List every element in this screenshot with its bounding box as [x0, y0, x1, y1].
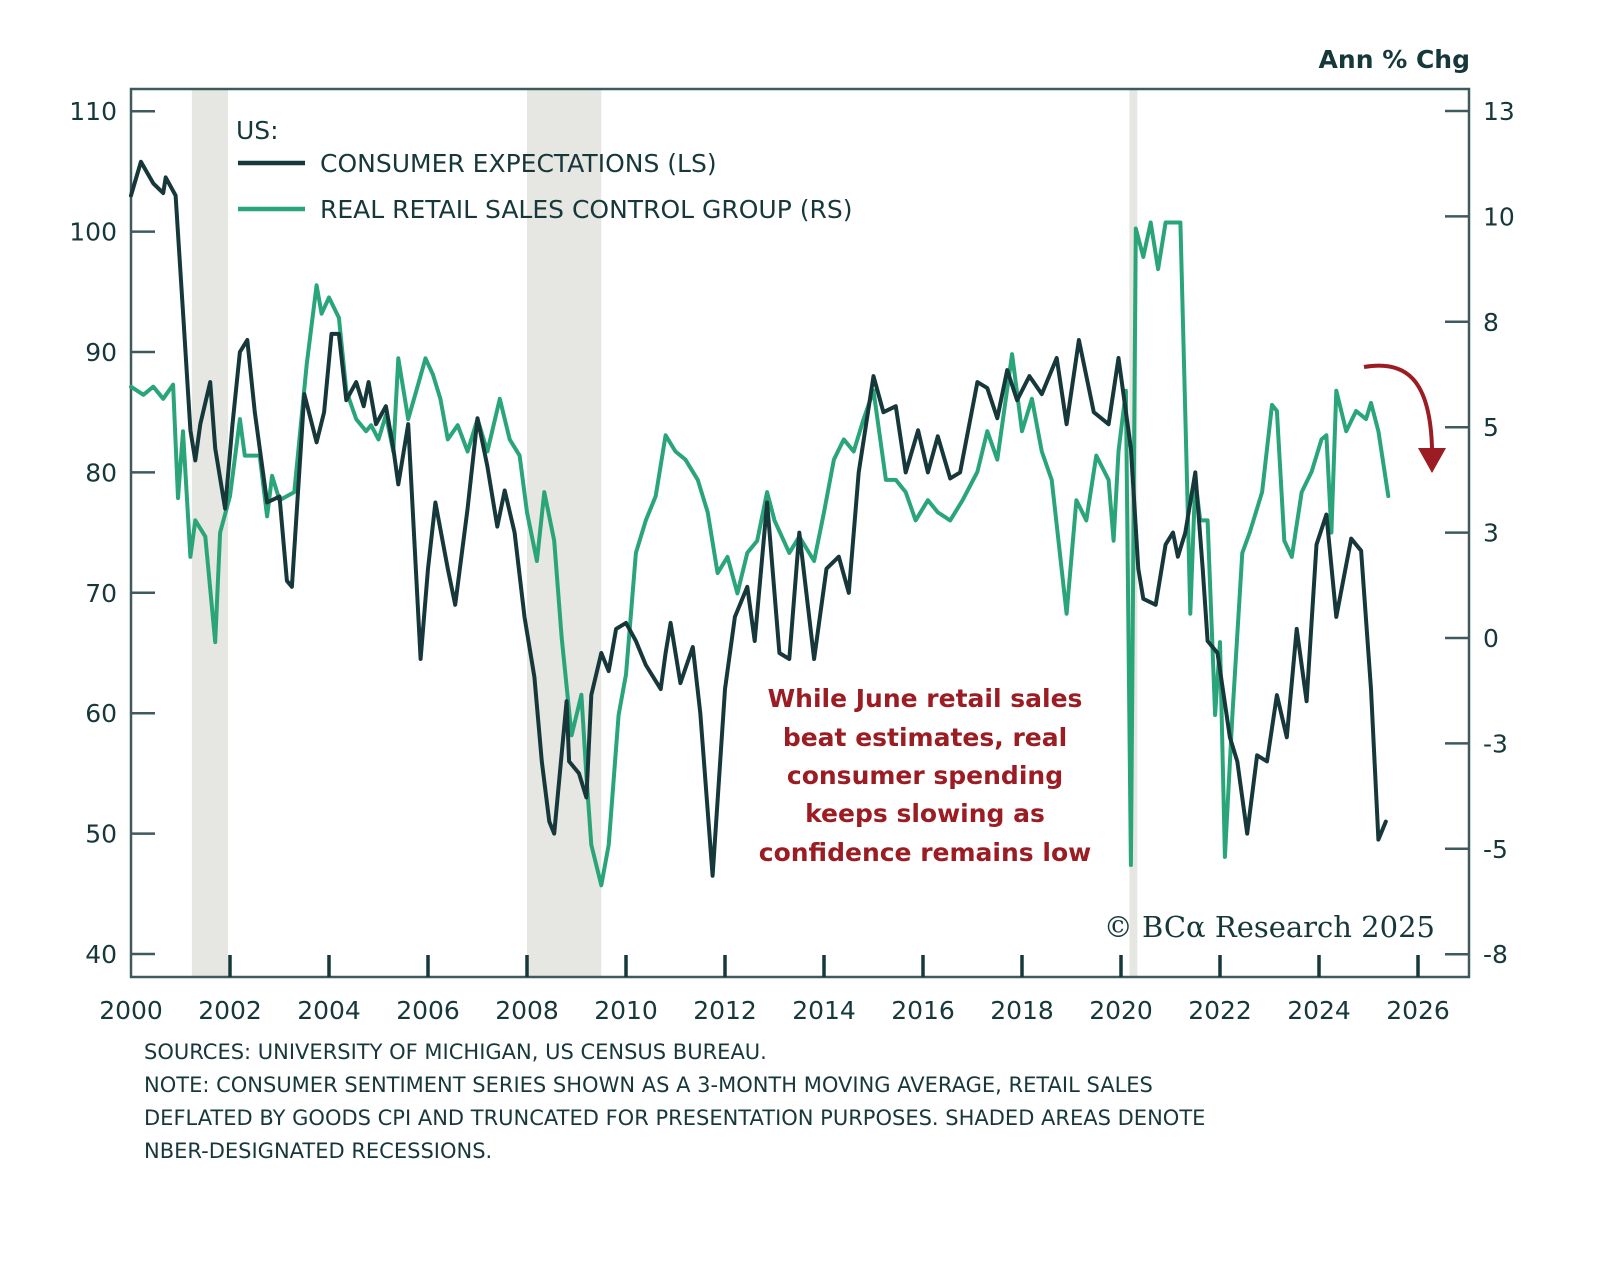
right-tick-label: 3 — [1483, 519, 1499, 548]
x-tick-label: 2026 — [1386, 996, 1450, 1025]
series-line-consumer-expectations — [129, 159, 1388, 878]
right-tick-label: 0 — [1483, 624, 1499, 653]
legend: US: CONSUMER EXPECTATIONS (LS) REAL RETA… — [236, 116, 852, 224]
copyright: © BCα Research 2025 — [1104, 910, 1435, 944]
right-tick-label: 13 — [1483, 97, 1515, 126]
left-tick-label: 70 — [85, 579, 117, 608]
footer-note-line-1: NOTE: CONSUMER SENTIMENT SERIES SHOWN AS… — [144, 1073, 1153, 1097]
right-tick-label: -8 — [1483, 940, 1508, 969]
left-tick-label: 80 — [85, 458, 117, 487]
x-tick-label: 2016 — [891, 996, 955, 1025]
right-axis-label: Ann % Chg — [1319, 45, 1470, 74]
series-lines — [129, 159, 1391, 888]
left-tick-label: 40 — [85, 940, 117, 969]
left-tick-label: 100 — [69, 218, 117, 247]
x-tick-label: 2014 — [792, 996, 856, 1025]
footer-note-line-2: DEFLATED BY GOODS CPI AND TRUNCATED FOR … — [144, 1106, 1206, 1130]
legend-region-label: US: — [236, 116, 279, 145]
x-tick-label: 2024 — [1287, 996, 1351, 1025]
legend-label-retail-sales: REAL RETAIL SALES CONTROL GROUP (RS) — [320, 195, 852, 224]
x-tick-label: 2020 — [1089, 996, 1153, 1025]
series-line-retail-sales — [129, 220, 1391, 888]
footer-sources: SOURCES: UNIVERSITY OF MICHIGAN, US CENS… — [144, 1040, 767, 1064]
annotation-line-4: keeps slowing as — [805, 799, 1045, 828]
left-tick-label: 90 — [85, 338, 117, 367]
x-tick-label: 2012 — [693, 996, 757, 1025]
left-axis: 110 100 90 80 70 60 50 40 — [69, 97, 155, 969]
annotation-line-2: beat estimates, real — [783, 723, 1067, 752]
annotation-line-5: confidence remains low — [759, 838, 1091, 867]
x-tick-label: 2002 — [198, 996, 262, 1025]
right-tick-label: 10 — [1483, 202, 1515, 231]
annotation: While June retail sales beat estimates, … — [759, 684, 1091, 867]
x-tick-label: 2010 — [594, 996, 658, 1025]
x-tick-label: 2004 — [297, 996, 361, 1025]
x-tick-label: 2006 — [396, 996, 460, 1025]
left-tick-label: 60 — [85, 699, 117, 728]
footer-note-line-3: NBER-DESIGNATED RECESSIONS. — [144, 1139, 493, 1163]
legend-label-consumer-expectations: CONSUMER EXPECTATIONS (LS) — [320, 149, 717, 178]
down-arrow-icon — [1363, 363, 1446, 473]
x-tick-label: 2000 — [99, 996, 163, 1025]
left-tick-label: 50 — [85, 820, 117, 849]
recession-band — [191, 89, 229, 977]
right-tick-label: -3 — [1483, 729, 1508, 758]
x-tick-label: 2018 — [990, 996, 1054, 1025]
annotation-line-1: While June retail sales — [768, 684, 1083, 713]
right-tick-label: -5 — [1483, 835, 1508, 864]
left-tick-label: 110 — [69, 97, 117, 126]
right-tick-label: 8 — [1483, 308, 1499, 337]
x-tick-label: 2008 — [495, 996, 559, 1025]
footer-notes: SOURCES: UNIVERSITY OF MICHIGAN, US CENS… — [144, 1036, 1564, 1168]
annotation-line-3: consumer spending — [787, 761, 1063, 790]
right-tick-label: 5 — [1483, 413, 1499, 442]
x-axis: 2000 2002 2004 2006 2008 2010 2012 2014 2016 2018… — [99, 955, 1450, 1025]
right-axis: 13 10 8 5 3 0 -3 -5 -8 — [1445, 97, 1515, 969]
x-tick-label: 2022 — [1188, 996, 1252, 1025]
